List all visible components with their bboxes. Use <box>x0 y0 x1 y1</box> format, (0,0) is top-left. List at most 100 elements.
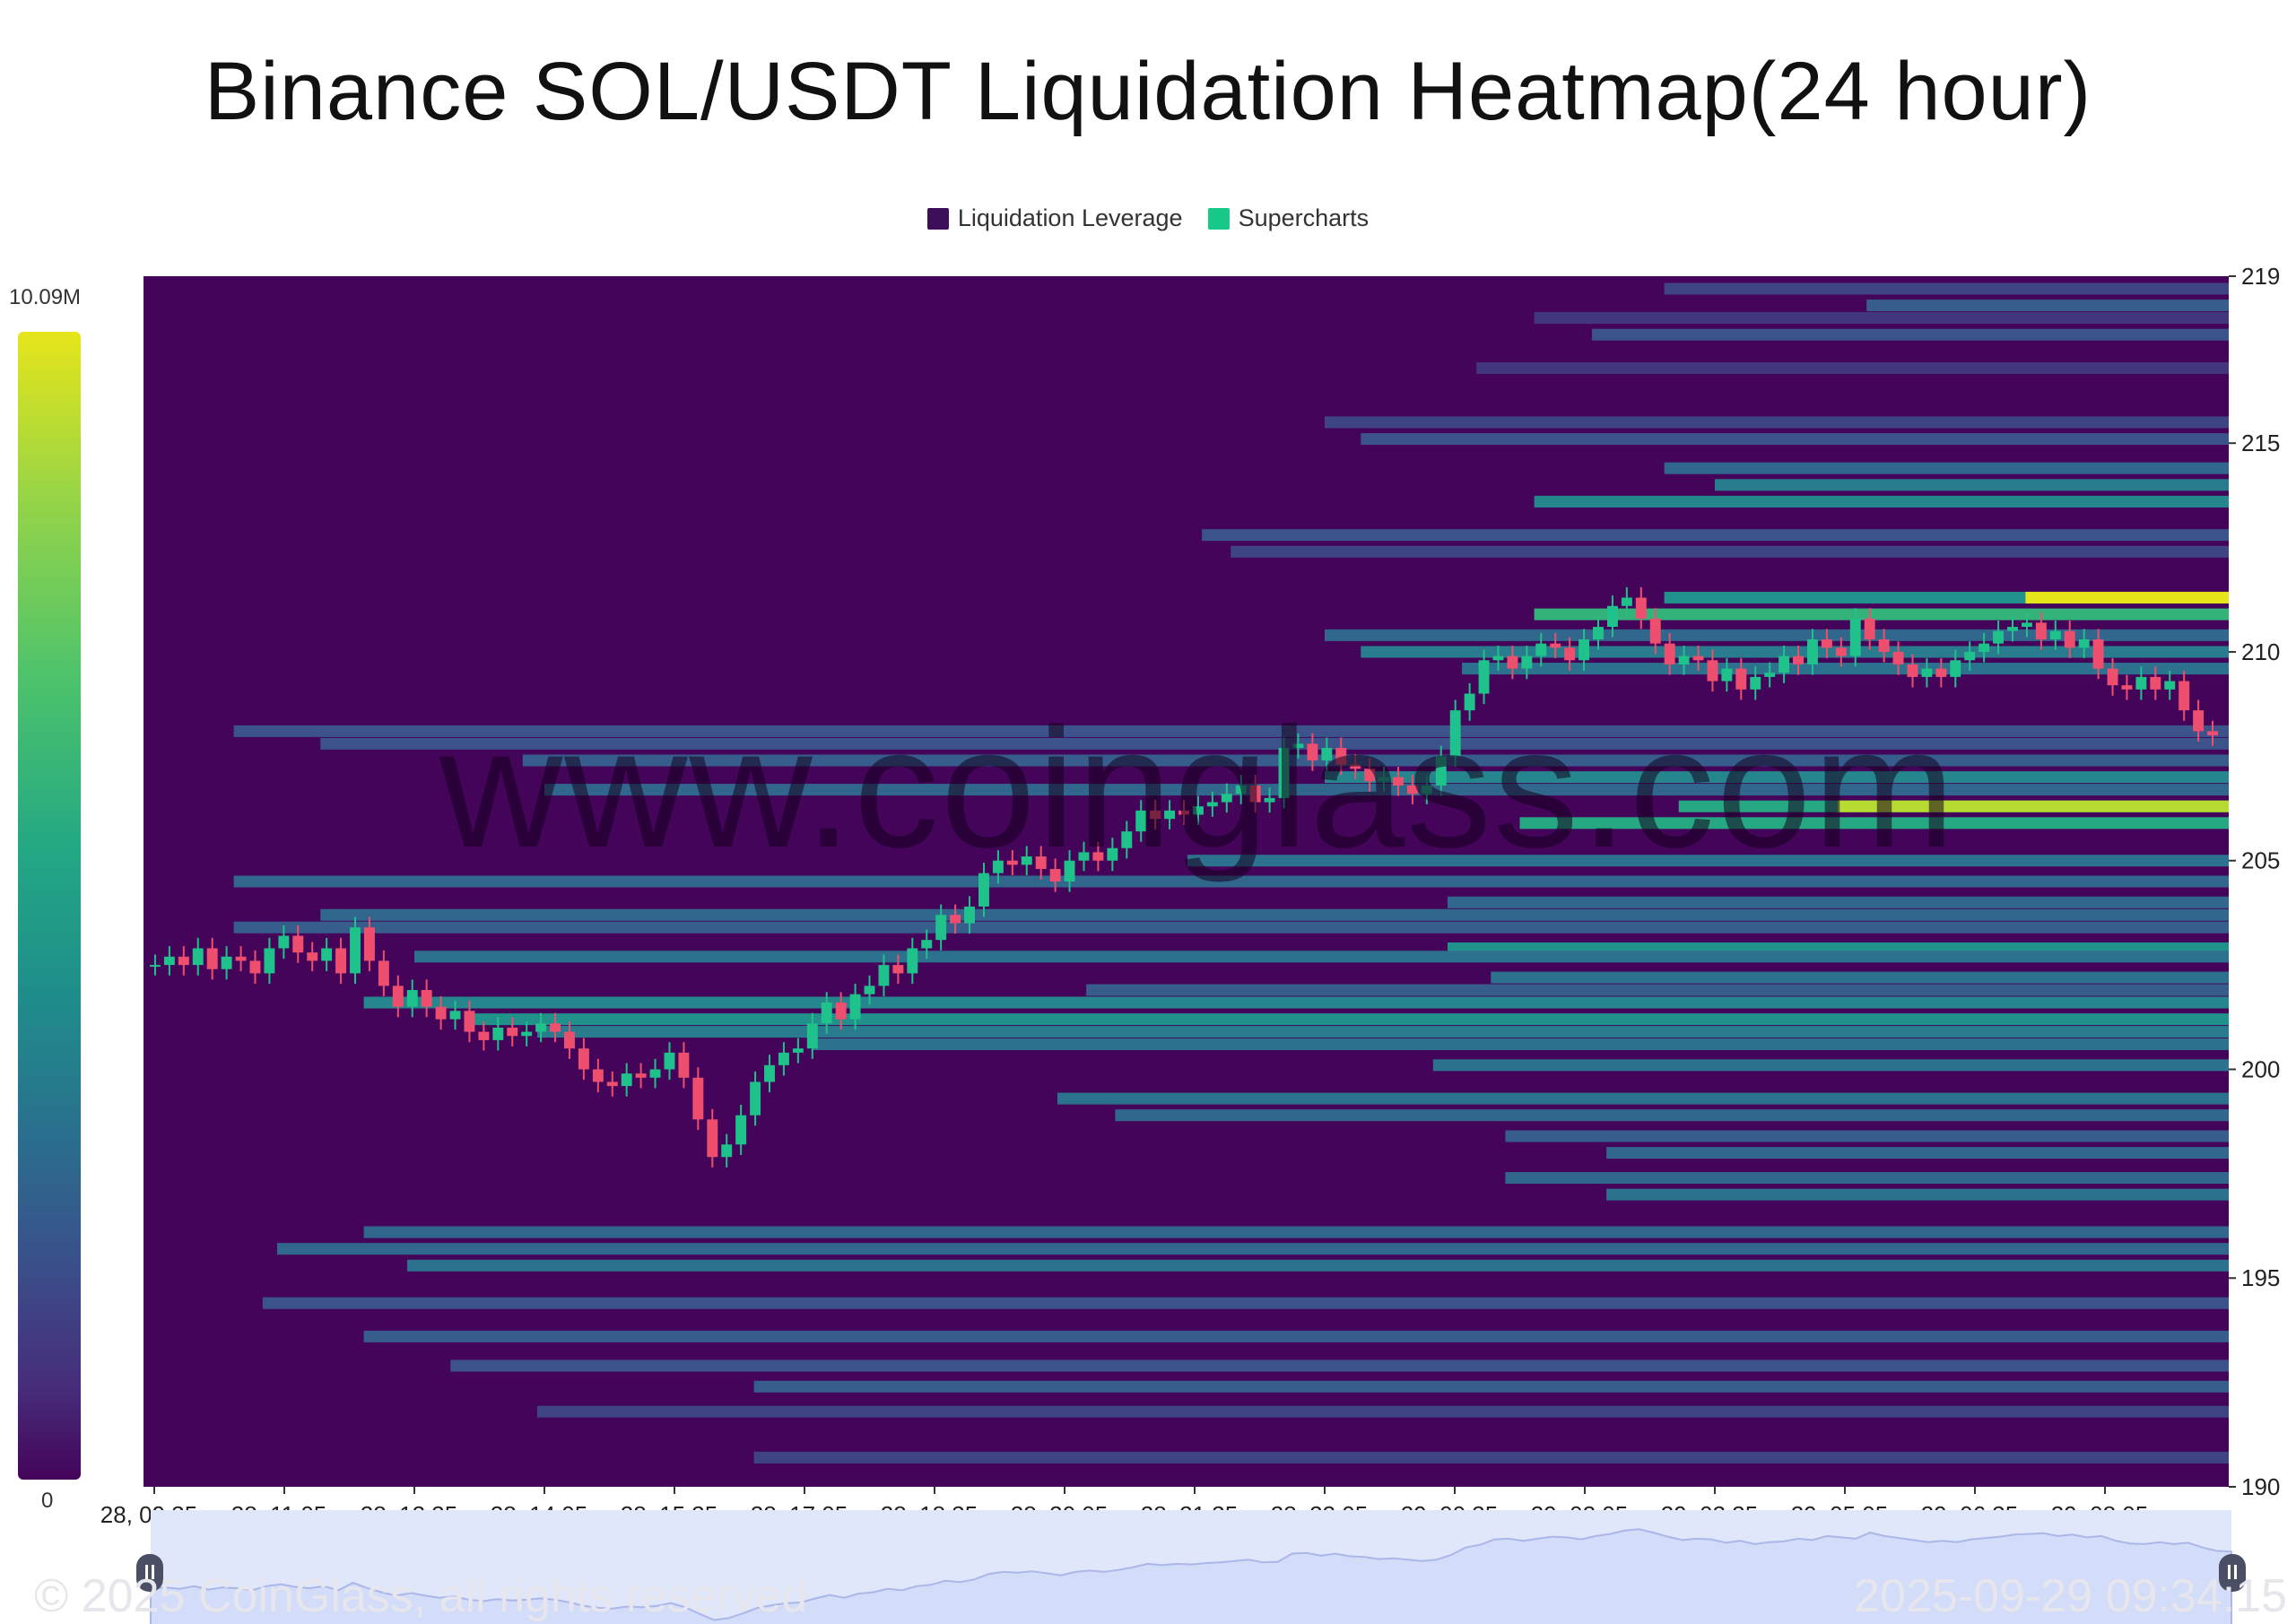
liquidation-band <box>1505 1172 2229 1185</box>
candle-body <box>621 1073 632 1087</box>
liquidation-band <box>465 1013 2229 1026</box>
candle-body <box>492 1027 504 1040</box>
legend: Liquidation Leverage Supercharts <box>0 204 2296 232</box>
y-tick-label: 215 <box>2241 430 2280 456</box>
candle-body <box>535 1023 547 1032</box>
liquidation-band <box>1519 817 2229 829</box>
candle-body <box>806 1023 818 1049</box>
candle-body <box>550 1023 561 1032</box>
candle-body <box>1006 860 1018 865</box>
liquidation-band <box>406 1259 2229 1272</box>
candle-body <box>178 956 189 966</box>
candle-body <box>1521 656 1533 669</box>
liquidation-band <box>1202 529 2229 542</box>
candle-body <box>792 1048 804 1053</box>
slider-handle-right[interactable] <box>2219 1554 2246 1592</box>
liquidation-band <box>812 1038 2229 1051</box>
liquidation-band <box>1837 800 2229 812</box>
candle-body <box>1935 668 1947 677</box>
candle-body <box>878 965 890 986</box>
candle-body <box>1350 764 1361 769</box>
candle-body <box>1721 668 1733 682</box>
slider-handle-left[interactable] <box>136 1554 163 1592</box>
candle-body <box>2021 622 2032 628</box>
liquidation-band <box>1187 855 2229 867</box>
candle-body <box>1206 802 1218 807</box>
candle-body <box>235 956 247 961</box>
candle-body <box>735 1115 747 1145</box>
liquidation-band <box>1231 545 2229 558</box>
candle-body <box>1049 869 1061 881</box>
candle-body <box>1635 597 1647 619</box>
liquidation-band <box>276 1243 2230 1255</box>
liquidation-band <box>536 1405 2229 1418</box>
copyright-text: © 2025 CoinGlass, all rights reserved <box>34 1570 808 1622</box>
liquidation-band <box>1361 433 2229 446</box>
candle-body <box>935 915 947 941</box>
liquidation-band <box>1115 1109 2229 1122</box>
candle-body <box>2135 676 2147 690</box>
candle-body <box>278 935 290 949</box>
liquidation-band <box>1462 663 2229 675</box>
price-candles <box>150 586 2218 1168</box>
liquidation-band <box>1606 1147 2229 1159</box>
y-tick-label: 210 <box>2241 638 2280 665</box>
liquidation-band <box>1447 896 2229 908</box>
candle-body <box>1621 597 1632 606</box>
candle-body <box>1593 627 1604 639</box>
y-tick-label: 200 <box>2241 1055 2280 1082</box>
candle-body <box>1578 639 1590 661</box>
candle-body <box>1378 777 1389 782</box>
y-axis: 190 195 200 205 210 215 219 <box>2229 263 2280 1500</box>
candle-body <box>1192 806 1204 815</box>
candle-body <box>406 990 418 1007</box>
candle-body <box>1307 743 1318 760</box>
liquidation-band <box>1664 462 2229 474</box>
candle-body <box>1507 656 1518 669</box>
candle-body <box>1335 748 1347 765</box>
candle-body <box>1878 639 1890 652</box>
liquidation-band <box>233 921 2230 934</box>
candle-body <box>564 1031 575 1049</box>
candle-body <box>1464 693 1475 711</box>
candle-body <box>892 965 904 974</box>
candle-body <box>821 1003 832 1024</box>
chart-title: Binance SOL/USDT Liquidation Heatmap(24 … <box>204 46 2092 137</box>
liquidation-band <box>1325 416 2229 429</box>
candle-body <box>978 873 989 907</box>
candle-body <box>1849 618 1861 656</box>
candle-body <box>1821 639 1832 648</box>
legend-label-supercharts: Supercharts <box>1238 204 1370 231</box>
candle-body <box>1750 676 1761 690</box>
candle-body <box>478 1031 490 1040</box>
liquidation-band <box>1361 646 2229 658</box>
candle-body <box>163 956 175 966</box>
candle-body <box>592 1069 604 1082</box>
candle-body <box>1064 860 1075 881</box>
candle-body <box>649 1069 661 1078</box>
candle-body <box>1393 777 1404 786</box>
candle-body <box>864 986 875 994</box>
candle-body <box>249 960 261 974</box>
liquidation-band <box>536 1026 2229 1038</box>
candle-body <box>1964 651 1976 661</box>
candle-body <box>750 1081 761 1116</box>
candle-body <box>2064 630 2075 648</box>
liquidation-band <box>1664 282 2229 295</box>
candle-body <box>907 948 918 974</box>
candle-body <box>1364 769 1376 782</box>
liquidation-band <box>363 1330 2230 1342</box>
candle-body <box>1249 785 1261 803</box>
y-tick-label: 205 <box>2241 847 2280 874</box>
candle-body <box>2164 681 2176 690</box>
candle-body <box>635 1073 647 1078</box>
colorbar[interactable] <box>18 332 81 1480</box>
legend-item-supercharts[interactable]: Supercharts <box>1207 204 1370 232</box>
time-range-slider[interactable] <box>136 1510 2246 1624</box>
candle-body <box>1664 643 1675 664</box>
liquidation-band <box>1476 361 2229 374</box>
candle-body <box>1550 643 1561 648</box>
candle-body <box>1835 647 1847 656</box>
legend-item-liquidation-leverage[interactable]: Liquidation Leverage <box>926 204 1183 232</box>
